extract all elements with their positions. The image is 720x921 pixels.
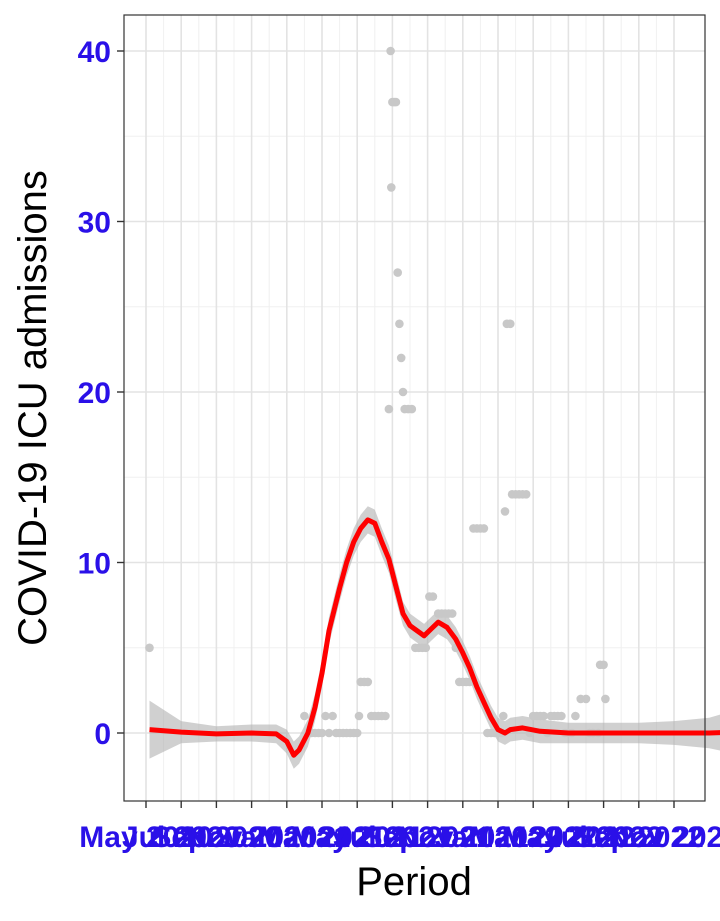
data-point: [398, 387, 408, 397]
data-point: [387, 183, 396, 192]
data-point: [386, 46, 395, 56]
x-tick-label: Nov 2022: [608, 821, 720, 854]
data-point: [447, 609, 457, 618]
x-tick-label: Nov 2020: [186, 821, 318, 854]
x-tick-label: Nov 2021: [397, 821, 529, 854]
data-point: [396, 353, 406, 363]
data-point: [581, 694, 591, 704]
data-point: [145, 643, 154, 653]
data-point: [479, 524, 489, 533]
data-point: [395, 319, 404, 329]
y-axis-title: COVID-19 ICU admissions: [11, 170, 55, 646]
y-axis: 0 10 20 30 40: [78, 36, 124, 751]
data-point: [421, 643, 431, 653]
data-point: [539, 711, 549, 721]
y-tick-label: 0: [94, 718, 111, 751]
data-point: [328, 711, 337, 721]
data-point: [571, 711, 580, 721]
data-point: [354, 711, 364, 721]
data-point: [391, 97, 401, 107]
data-point: [500, 507, 510, 516]
major-grid: [124, 15, 705, 801]
x-tick-label: Jul 2021: [333, 821, 451, 854]
data-point: [381, 711, 390, 721]
confidence-band: [149, 506, 720, 769]
x-tick-label: Jul 2020: [122, 821, 240, 854]
x-tick-label: Jan 2022: [435, 821, 562, 854]
smooth-line: [149, 517, 720, 758]
x-tick-label: Jul 2022: [544, 821, 662, 854]
data-point: [321, 711, 330, 721]
data-point: [300, 711, 309, 721]
x-tick-label: Jan 2021: [223, 821, 350, 854]
y-tick-label: 40: [78, 36, 111, 69]
data-point: [324, 728, 334, 738]
y-tick-label: 10: [78, 548, 111, 581]
x-tick-label: May 2022: [502, 821, 635, 854]
data-point: [407, 404, 417, 414]
data-point: [393, 268, 403, 277]
data-point: [428, 592, 438, 601]
plot-border: [123, 14, 706, 802]
data-point: [601, 694, 610, 704]
x-tick-label: Sep 2022: [574, 821, 704, 854]
data-point: [557, 711, 566, 721]
data-point: [352, 728, 362, 738]
x-tick-label: May 2020: [79, 821, 212, 854]
data-point: [384, 404, 394, 414]
data-point: [317, 728, 327, 738]
data-point: [506, 319, 515, 329]
x-tick-label: Sep 2020: [151, 821, 281, 854]
x-tick-label: Mar 2021: [258, 821, 386, 854]
data-point: [363, 677, 373, 687]
data-point: [499, 711, 508, 721]
data-point: [521, 490, 531, 499]
y-tick-label: 30: [78, 207, 111, 240]
x-axis-title: Period: [356, 860, 472, 904]
x-tick-label: Sep 2021: [363, 821, 493, 854]
x-tick-label: Mar 2022: [469, 821, 597, 854]
data-point: [599, 660, 608, 670]
y-tick-label: 20: [78, 377, 111, 410]
x-tick-label: May 2021: [290, 821, 423, 854]
